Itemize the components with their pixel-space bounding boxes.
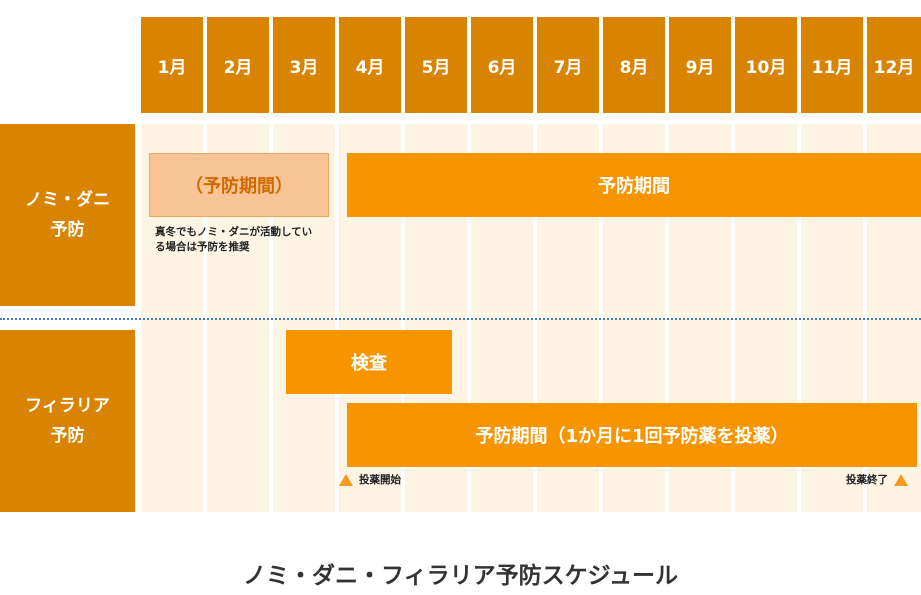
row-header-line: フィラリア [25,396,110,416]
month-header: 4月 [339,17,401,113]
row-header-line: 予防 [50,426,85,446]
winter-note-line: 真冬でもノミ・ダニが活動してい [155,226,313,238]
month-header: 9月 [669,17,731,113]
dosing-end-label: 投薬終了 [846,474,888,486]
row-header-filaria: フィラリア 予防 [0,330,135,512]
dosing-end-marker: 投薬終了 [846,472,908,487]
month-header: 10月 [735,17,797,113]
month-header: 8月 [603,17,665,113]
dosing-start-marker: 投薬開始 [339,472,401,487]
month-header: 2月 [207,17,269,113]
row-header-line: 予防 [50,220,85,240]
month-header: 11月 [801,17,863,113]
winter-note: 真冬でもノミ・ダニが活動してい る場合は予防を推奨 [155,225,345,255]
row-divider [0,318,921,320]
filaria-exam-bar: 検査 [286,330,452,394]
winter-note-line: る場合は予防を推奨 [155,241,250,253]
filaria-prevention-period-bar: 予防期間（1か月に1回予防薬を投薬） [347,403,917,467]
flea-prevention-period-bar: 予防期間 [347,153,921,217]
month-header: 12月 [867,17,921,113]
triangle-marker-icon [894,473,908,486]
dosing-start-label: 投薬開始 [359,474,401,486]
row-header-flea-tick: ノミ・ダニ 予防 [0,124,135,306]
month-header: 7月 [537,17,599,113]
month-header: 6月 [471,17,533,113]
triangle-marker-icon [339,473,353,486]
row-header-line: ノミ・ダニ [25,190,110,210]
month-header: 5月 [405,17,467,113]
month-header: 1月 [141,17,203,113]
diagram-title: ノミ・ダニ・フィラリア予防スケジュール [243,563,678,589]
flea-optional-period-bar: （予防期間） [149,153,329,217]
month-header: 3月 [273,17,335,113]
